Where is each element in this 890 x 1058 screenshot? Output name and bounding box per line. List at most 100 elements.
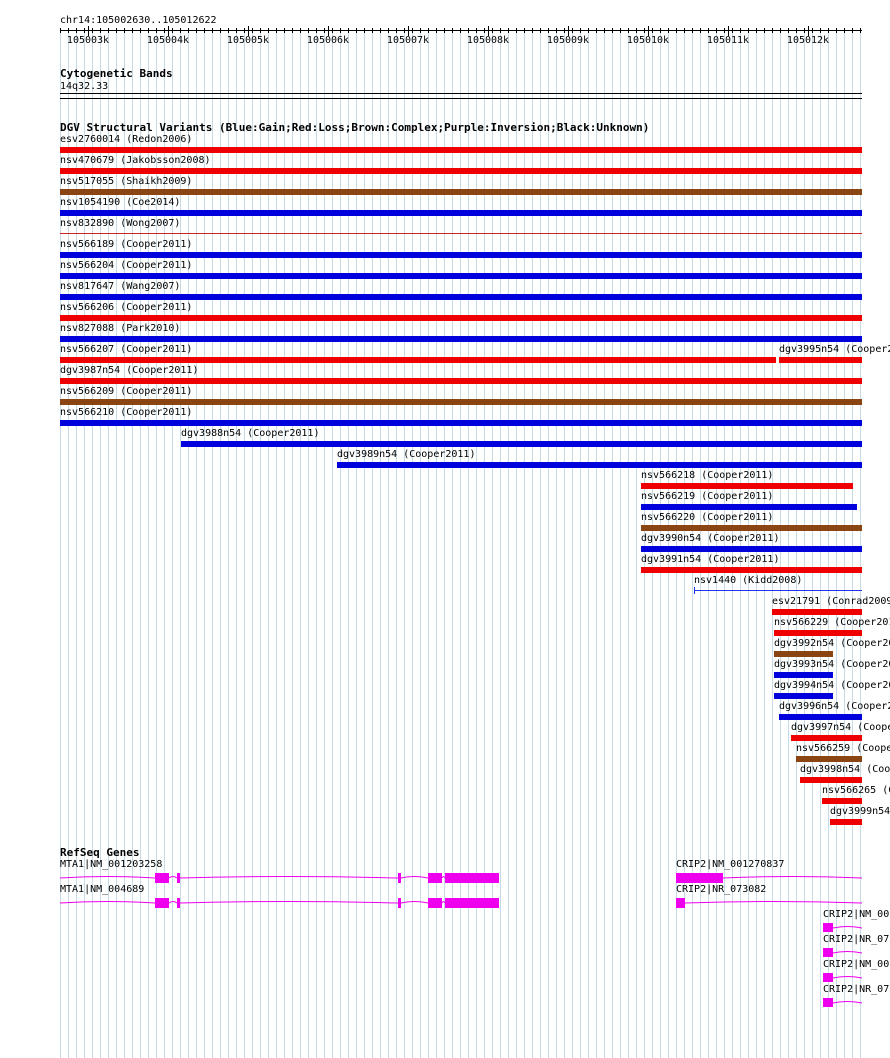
dgv-feature-label[interactable]: nsv566207 (Cooper2011) [60, 344, 193, 355]
dgv-feature-bar[interactable] [60, 233, 862, 234]
cytoband-line-top [60, 93, 862, 94]
dgv-feature-bar[interactable] [800, 777, 862, 783]
dgv-feature-label[interactable]: dgv3995n54 (Cooper2011) [779, 344, 890, 355]
dgv-feature-label[interactable]: dgv3989n54 (Cooper2011) [337, 449, 476, 460]
dgv-feature-label[interactable]: nsv566220 (Cooper2011) [641, 512, 774, 523]
dgv-feature-label[interactable]: dgv3992n54 (Cooper2011) [774, 638, 890, 649]
gene-label[interactable]: MTA1|NM_001203258 [60, 859, 163, 870]
dgv-feature-bar[interactable] [822, 798, 862, 804]
dgv-feature-bar[interactable] [641, 525, 862, 531]
dgv-feature-bar[interactable] [772, 609, 862, 615]
dgv-feature-bar[interactable] [774, 651, 833, 657]
dgv-feature-label[interactable]: nsv827088 (Park2010) [60, 323, 181, 334]
gene-intron-line [59, 876, 156, 879]
dgv-feature-label[interactable]: esv2760014 (Redon2006) [60, 134, 193, 145]
dgv-feature-bar[interactable] [60, 315, 862, 321]
dgv-feature-bar[interactable] [791, 735, 862, 741]
dgv-feature-label[interactable]: nsv566229 (Cooper2011) [774, 617, 890, 628]
gene-intron-line [722, 876, 863, 879]
dgv-feature-label[interactable]: dgv3996n54 (Cooper2011) [779, 701, 890, 712]
dgv-feature-bar[interactable] [337, 462, 862, 468]
dgv-feature-label[interactable]: nsv566259 (Cooper2011) [796, 743, 890, 754]
dgv-feature-bar[interactable] [60, 378, 862, 384]
dgv-feature-bar[interactable] [60, 168, 862, 174]
gene-exon[interactable] [155, 898, 169, 908]
dgv-feature-label[interactable]: nsv566210 (Cooper2011) [60, 407, 193, 418]
dgv-feature-bar[interactable] [181, 441, 862, 447]
dgv-feature-label[interactable]: nsv470679 (Jakobsson2008) [60, 155, 211, 166]
dgv-feature-label[interactable]: nsv1440 (Kidd2008) [694, 575, 803, 586]
dgv-feature-bar[interactable] [641, 504, 857, 510]
cytoband-track-title: Cytogenetic Bands [60, 67, 173, 80]
dgv-feature-bar[interactable] [774, 693, 833, 699]
gene-exon[interactable] [398, 873, 401, 883]
dgv-feature-bar[interactable] [830, 819, 862, 825]
gene-exon[interactable] [177, 898, 180, 908]
dgv-feature-label[interactable]: dgv3999n54 (Cooper2011) [830, 806, 890, 817]
gene-exon[interactable] [823, 948, 833, 957]
dgv-feature-bar[interactable] [796, 756, 862, 762]
dgv-feature-label[interactable]: nsv566204 (Cooper2011) [60, 260, 193, 271]
dgv-feature-label[interactable]: nsv566206 (Cooper2011) [60, 302, 193, 313]
gene-label[interactable]: MTA1|NM_004689 [60, 884, 145, 895]
dgv-feature-bar[interactable] [60, 399, 862, 405]
dgv-feature-bar[interactable] [779, 714, 862, 720]
dgv-feature-label[interactable]: dgv3993n54 (Cooper2011) [774, 659, 890, 670]
dgv-feature-bar[interactable] [60, 147, 862, 153]
dgv-feature-bar[interactable] [60, 252, 862, 258]
dgv-feature-bar[interactable] [60, 189, 862, 195]
dgv-feature-label[interactable]: nsv1054190 (Coe2014) [60, 197, 181, 208]
gene-exon[interactable] [177, 873, 180, 883]
gene-exon[interactable] [445, 873, 499, 883]
dgv-feature-label[interactable]: dgv3998n54 (Cooper2011) [800, 764, 890, 775]
gene-exon[interactable] [428, 898, 442, 908]
dgv-feature-label[interactable]: dgv3991n54 (Cooper2011) [641, 554, 780, 565]
gene-exon[interactable] [445, 898, 499, 908]
gene-label[interactable]: CRIP2|NM_001312 [823, 909, 890, 920]
gene-exon[interactable] [398, 898, 401, 908]
dgv-feature-label[interactable]: nsv832890 (Wong2007) [60, 218, 181, 229]
dgv-feature-bar[interactable] [60, 420, 862, 426]
dgv-feature-label[interactable]: nsv517055 (Shaikh2009) [60, 176, 193, 187]
gene-exon[interactable] [155, 873, 169, 883]
gene-label[interactable]: CRIP2|NR_073082 [676, 884, 767, 895]
dgv-feature-label[interactable]: dgv3994n54 (Cooper2011) [774, 680, 890, 691]
dgv-feature-bar[interactable] [774, 672, 833, 678]
dgv-feature-label[interactable]: nsv566265 (Cooper2011) [822, 785, 890, 796]
dgv-feature-bar[interactable] [694, 590, 862, 591]
dgv-feature-label[interactable]: dgv3988n54 (Cooper2011) [181, 428, 320, 439]
gene-label[interactable]: CRIP2|NM_001313 [823, 959, 890, 970]
gene-exon[interactable] [428, 873, 442, 883]
dgv-feature-label[interactable]: esv21791 (Conrad2009) [772, 596, 890, 607]
dgv-feature-bar[interactable] [60, 210, 862, 216]
gene-intron-line [441, 901, 446, 904]
gene-label[interactable]: CRIP2|NR_073084 [823, 984, 890, 995]
dgv-feature-bar[interactable] [60, 294, 862, 300]
gene-exon[interactable] [676, 898, 685, 908]
dgv-feature-bar[interactable] [641, 567, 862, 573]
gene-exon[interactable] [823, 973, 833, 982]
gene-intron-line [832, 976, 863, 979]
dgv-feature-label[interactable]: nsv566219 (Cooper2011) [641, 491, 774, 502]
dgv-feature-label[interactable]: nsv566189 (Cooper2011) [60, 239, 193, 250]
gene-label[interactable]: CRIP2|NM_001270837 [676, 859, 785, 870]
dgv-feature-label[interactable]: dgv3990n54 (Cooper2011) [641, 533, 780, 544]
dgv-feature-label[interactable]: nsv566218 (Cooper2011) [641, 470, 774, 481]
dgv-feature-label[interactable]: dgv3987n54 (Cooper2011) [60, 365, 199, 376]
dgv-feature-label[interactable]: dgv3997n54 (Cooper2011) [791, 722, 890, 733]
ruler-tick-label: 105012k [786, 35, 830, 46]
gene-exon[interactable] [823, 998, 833, 1007]
dgv-feature-bar[interactable] [641, 546, 862, 552]
dgv-feature-bar[interactable] [641, 483, 853, 489]
dgv-feature-bar[interactable] [60, 336, 862, 342]
dgv-feature-bar[interactable] [60, 357, 776, 363]
dgv-feature-label[interactable]: nsv566209 (Cooper2011) [60, 386, 193, 397]
dgv-feature-bar[interactable] [779, 357, 862, 363]
gene-exon[interactable] [823, 923, 833, 932]
gene-label[interactable]: CRIP2|NR_073083 [823, 934, 890, 945]
dgv-feature-label[interactable]: nsv817647 (Wang2007) [60, 281, 181, 292]
gene-exon[interactable] [676, 873, 723, 883]
dgv-feature-bar[interactable] [774, 630, 862, 636]
dgv-feature-bar[interactable] [60, 273, 862, 279]
